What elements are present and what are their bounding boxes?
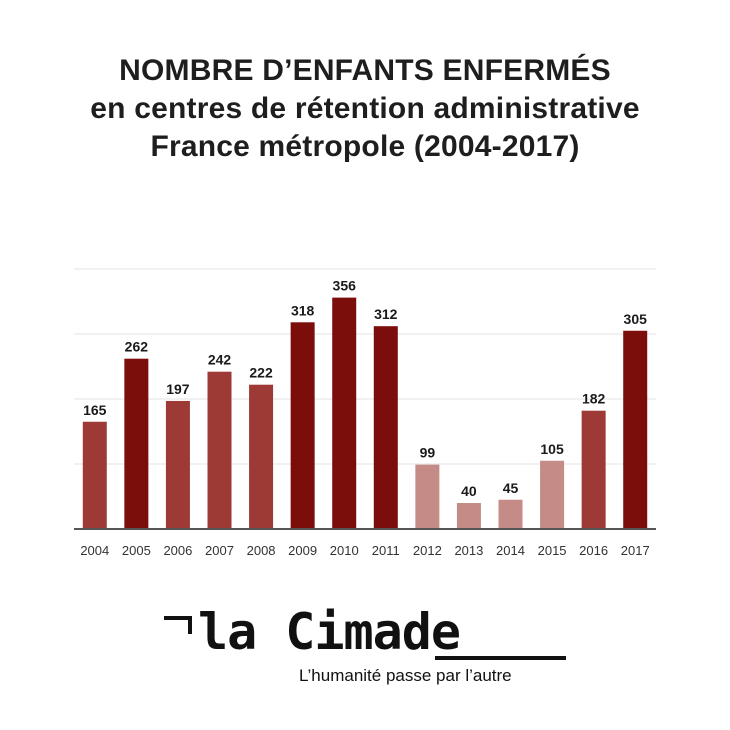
la-cimade-logo: la Cimade L’humanité passe par l’autre	[0, 600, 730, 700]
bar-2008	[249, 384, 274, 529]
bar-2011	[373, 326, 398, 529]
x-tick-label: 2017	[621, 543, 650, 558]
data-label: 318	[291, 302, 315, 318]
x-tick-label: 2004	[80, 543, 109, 558]
bar-2012	[415, 464, 440, 529]
bar-2013	[456, 503, 481, 529]
bar-2010	[332, 297, 357, 529]
bar-2006	[165, 400, 190, 529]
x-tick-label: 2007	[205, 543, 234, 558]
bar-2016	[581, 410, 606, 529]
title-line-1: NOMBRE D’ENFANTS ENFERMÉS	[119, 54, 611, 87]
data-label: 45	[503, 480, 519, 496]
chart-title: NOMBRE D’ENFANTS ENFERMÉS en centres de …	[0, 52, 730, 166]
logo-bracket-line	[164, 616, 192, 634]
data-label: 165	[83, 402, 107, 418]
bar-2009	[290, 322, 315, 529]
x-tick-label: 2015	[538, 543, 567, 558]
x-tick-label: 2009	[288, 543, 317, 558]
data-label: 305	[624, 311, 648, 327]
data-label: 182	[582, 391, 606, 407]
data-label: 40	[461, 483, 477, 499]
x-tick-label: 2006	[163, 543, 192, 558]
data-label: 222	[249, 365, 273, 381]
title-line-3: France métropole (2004-2017)	[150, 130, 580, 163]
data-label: 197	[166, 381, 190, 397]
bar-2007	[207, 371, 232, 529]
logo-brand-text: la Cimade	[198, 603, 461, 661]
x-tick-label: 2005	[122, 543, 151, 558]
title-line-2: en centres de rétention administrative	[90, 92, 640, 125]
x-tick-label: 2013	[454, 543, 483, 558]
x-tick-label: 2016	[579, 543, 608, 558]
bar-2005	[124, 358, 149, 529]
data-label: 242	[208, 352, 232, 368]
data-label: 356	[333, 278, 357, 294]
bar-2017	[623, 330, 648, 529]
x-tick-label: 2008	[247, 543, 276, 558]
logo-tagline: L’humanité passe par l’autre	[299, 666, 512, 685]
data-label: 312	[374, 306, 398, 322]
bar-2014	[498, 499, 523, 529]
x-tick-label: 2012	[413, 543, 442, 558]
logo-lines	[164, 616, 566, 660]
x-tick-label: 2010	[330, 543, 359, 558]
x-tick-label: 2011	[372, 543, 400, 558]
bar-2015	[540, 460, 565, 529]
data-label: 105	[540, 441, 564, 457]
x-tick-label: 2014	[496, 543, 525, 558]
data-label: 99	[420, 445, 436, 461]
bar-2004	[82, 421, 107, 529]
data-label: 262	[125, 339, 149, 355]
